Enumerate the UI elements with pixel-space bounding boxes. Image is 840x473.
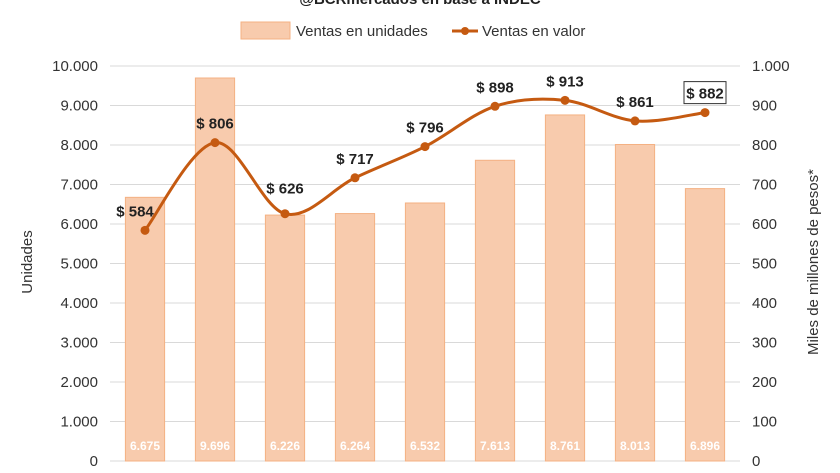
chart-title: @BCRmercados en base a INDEC [299,0,541,8]
line-value-label: $ 717 [336,151,374,168]
bar [334,213,376,462]
bar-value-label: 6.532 [410,439,440,453]
value-point [350,173,360,183]
right-axis-ticks: 0 100 200 300 400 500 600 700 800 900 1.000 [752,58,790,470]
left-tick-label: 0 [90,453,98,470]
right-tick-label: 300 [752,335,777,352]
left-tick-label: 5.000 [60,256,98,273]
legend-marker-value [461,27,469,35]
bar-value-label: 6.896 [690,439,720,453]
right-tick-label: 400 [752,295,777,312]
legend-label-value: Ventas en valor [482,23,585,40]
left-tick-label: 4.000 [60,295,98,312]
legend: Ventas en unidades Ventas en valor [240,21,585,40]
right-tick-label: 700 [752,177,777,194]
line-data-labels: $ 584 $ 806 $ 626 $ 717 $ 796 $ 898 $ 913 $ 861… [116,73,727,220]
bar-value-label: 8.013 [620,439,650,453]
right-tick-label: 100 [752,414,777,431]
value-point [420,142,430,152]
bar-value-label: 6.675 [130,439,160,453]
value-point [630,116,640,126]
right-tick-label: 0 [752,453,760,470]
left-tick-label: 10.000 [52,58,98,75]
left-tick-label: 2.000 [60,374,98,391]
value-point [490,101,500,111]
line-value-label: $ 913 [546,73,584,90]
right-tick-label: 900 [752,98,777,115]
bar [544,114,586,462]
left-axis-ticks: 0 1.000 2.000 3.000 4.000 5.000 6.000 7.000 8.00… [52,58,98,470]
bar [124,196,166,462]
bar-value-label: 6.264 [340,439,370,453]
line-value-label: $ 898 [476,79,514,96]
right-tick-label: 200 [752,374,777,391]
bar-value-label: 6.226 [270,439,300,453]
bar [614,143,656,462]
bar-value-label: 7.613 [480,439,510,453]
line-series-value [140,95,710,235]
left-tick-label: 8.000 [60,137,98,154]
bar [684,188,726,462]
left-tick-label: 9.000 [60,98,98,115]
line-value-label: $ 584 [116,203,154,220]
line-value-label: $ 796 [406,120,444,137]
bar-data-labels: 6.675 9.696 6.226 6.264 6.532 7.613 8.761 8.013… [130,439,720,453]
left-axis-title: Unidades [19,230,36,293]
line-value-label: $ 626 [266,181,304,198]
line-value-label: $ 861 [616,94,654,111]
legend-label-units: Ventas en unidades [296,23,428,40]
right-tick-label: 600 [752,216,777,233]
bar [264,214,306,462]
right-tick-label: 1.000 [752,58,790,75]
legend-swatch-units [240,21,291,40]
right-tick-label: 800 [752,137,777,154]
bar [474,159,516,462]
bar [194,77,236,462]
left-tick-label: 7.000 [60,177,98,194]
left-tick-label: 3.000 [60,335,98,352]
right-tick-label: 500 [752,256,777,273]
value-point [700,108,710,118]
line-value-label: $ 806 [196,116,234,133]
highlight-label-box [683,81,727,105]
bar-value-label: 9.696 [200,439,230,453]
line-value-label: $ 882 [686,86,724,103]
left-tick-label: 6.000 [60,216,98,233]
bar-value-label: 8.761 [550,439,580,453]
right-axis-title: Miles de millones de pesos* [805,169,822,355]
value-line [143,97,706,232]
value-point [210,138,220,148]
bar [404,202,446,462]
left-tick-label: 1.000 [60,414,98,431]
value-point [280,209,290,219]
value-point [140,225,150,235]
value-point [560,95,570,105]
